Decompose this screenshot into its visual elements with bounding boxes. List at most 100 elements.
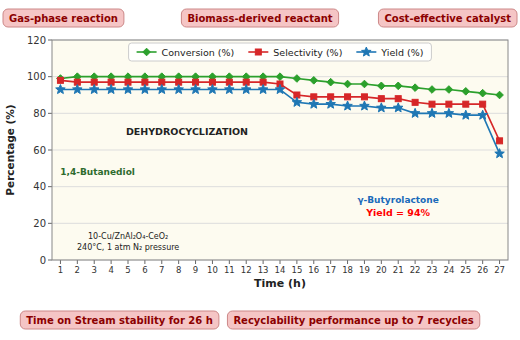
point xyxy=(378,82,386,90)
label-box-text: Time on Stream stability for 26 h xyxy=(26,315,213,326)
point xyxy=(174,85,184,94)
x-tick xyxy=(432,260,433,264)
legend-label: Conversion (%) xyxy=(162,47,235,58)
x-tick xyxy=(60,260,61,264)
x-tick-label: 8 xyxy=(176,265,181,275)
label-box: Gas-phase reaction xyxy=(3,9,124,27)
point xyxy=(429,101,435,107)
x-tick xyxy=(313,260,314,264)
x-tick-label: 18 xyxy=(342,265,353,275)
point xyxy=(343,101,353,110)
legend-item: Selectivity (%) xyxy=(248,47,342,58)
x-tick xyxy=(144,260,145,264)
x-tick xyxy=(465,260,466,264)
y-tick-label: 0 xyxy=(40,255,46,266)
x-tick xyxy=(296,260,297,264)
y-tick xyxy=(48,186,52,187)
x-tick-label: 6 xyxy=(142,265,147,275)
point xyxy=(393,103,403,112)
x-tick-label: 5 xyxy=(125,265,130,275)
point xyxy=(258,85,268,94)
y-tick xyxy=(48,150,52,151)
y-tick-label: 40 xyxy=(33,181,46,192)
x-tick xyxy=(111,260,112,264)
point xyxy=(463,101,469,107)
point xyxy=(326,99,336,108)
grid-line xyxy=(52,186,508,187)
label-box-bg xyxy=(181,9,338,27)
x-tick xyxy=(229,260,230,264)
x-tick-label: 4 xyxy=(108,265,113,275)
x-tick-label: 26 xyxy=(477,265,488,275)
x-tick-label: 1 xyxy=(58,265,63,275)
label-box-text: Gas-phase reaction xyxy=(9,13,118,24)
annotation: γ-Butyrolactone xyxy=(357,195,438,205)
x-tick xyxy=(347,260,348,264)
y-tick-label: 60 xyxy=(33,145,46,156)
point xyxy=(344,80,352,88)
point xyxy=(292,97,302,106)
x-axis-label: Time (h) xyxy=(254,277,306,290)
point xyxy=(73,85,83,94)
y-tick xyxy=(48,40,52,41)
y-tick xyxy=(48,223,52,224)
x-tick-label: 19 xyxy=(359,265,370,275)
point xyxy=(480,101,486,107)
x-tick-label: 9 xyxy=(193,265,198,275)
point xyxy=(225,85,235,94)
point xyxy=(497,138,503,144)
legend-item: Conversion (%) xyxy=(137,47,235,58)
x-tick xyxy=(499,260,500,264)
series-line xyxy=(60,80,499,141)
legend-label: Selectivity (%) xyxy=(273,47,342,58)
annotation: Yield = 94% xyxy=(365,207,430,218)
x-tick-label: 11 xyxy=(224,265,235,275)
point xyxy=(89,85,99,94)
point xyxy=(191,85,201,94)
point xyxy=(395,96,401,102)
y-tick xyxy=(48,76,52,77)
chart: 0204060801001201234567891011121314151617… xyxy=(0,0,520,340)
point xyxy=(411,84,419,92)
x-tick xyxy=(263,260,264,264)
x-tick-label: 21 xyxy=(393,265,404,275)
x-tick xyxy=(448,260,449,264)
point xyxy=(293,75,301,83)
point xyxy=(478,110,488,119)
x-tick-label: 3 xyxy=(92,265,97,275)
x-tick-label: 10 xyxy=(207,265,218,275)
point xyxy=(361,80,369,88)
label-box: Recyclability performance up to 7 recycl… xyxy=(227,311,479,329)
label-box-bg xyxy=(378,9,517,27)
point xyxy=(412,99,418,105)
point xyxy=(361,94,367,100)
point xyxy=(360,101,370,110)
legend-label: Yield (%) xyxy=(380,47,423,58)
point xyxy=(310,77,318,85)
point xyxy=(446,101,452,107)
point xyxy=(157,85,167,94)
label-box: Cost-effective catalyst xyxy=(378,9,517,27)
x-tick xyxy=(398,260,399,264)
x-tick-label: 24 xyxy=(443,265,454,275)
plot-frame xyxy=(52,40,508,260)
x-tick xyxy=(381,260,382,264)
x-tick xyxy=(195,260,196,264)
x-tick-label: 12 xyxy=(241,265,252,275)
label-box-text: Biomass-derived reactant xyxy=(187,13,332,24)
point xyxy=(479,89,487,97)
x-tick-label: 25 xyxy=(460,265,471,275)
x-tick xyxy=(330,260,331,264)
x-tick-label: 20 xyxy=(376,265,387,275)
legend-item: Yield (%) xyxy=(356,47,423,58)
point xyxy=(410,108,420,117)
point xyxy=(123,85,133,94)
label-box-bg xyxy=(20,311,219,329)
grid-line xyxy=(52,223,508,224)
annotation: 1,4-Butanediol xyxy=(60,167,135,177)
point xyxy=(495,149,505,158)
point xyxy=(56,85,66,94)
point xyxy=(496,91,504,99)
point xyxy=(445,86,453,94)
point xyxy=(377,103,387,112)
